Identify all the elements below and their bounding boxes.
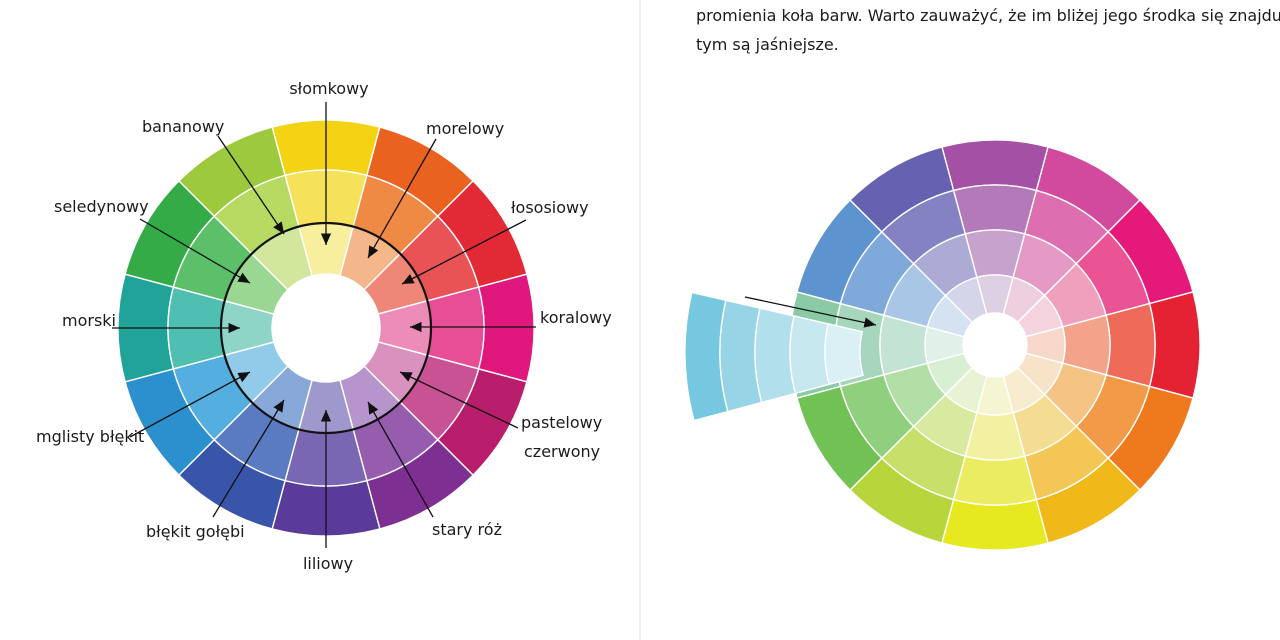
arrow-stary-roz — [367, 401, 434, 518]
label-czerwony: czerwony — [524, 442, 600, 461]
tint-segment-outer-6 — [941, 498, 1049, 551]
label-liliowy: liliowy — [303, 554, 353, 573]
arrow-pastelowy — [399, 371, 519, 429]
arrow-blekit-golebi — [212, 399, 285, 518]
tint-segment-outer-3 — [1148, 291, 1201, 399]
tint-wheel-segments — [789, 139, 1201, 551]
paragraph-line-1: promienia koła barw. Warto zauważyć, że … — [696, 6, 1280, 25]
paragraph-line-2: tym są jaśniejsze. — [696, 35, 839, 54]
wheel-center — [272, 274, 380, 382]
wheel-segment-middle-3 — [426, 286, 485, 370]
label-mglisty-blekit: mglisty błękit — [36, 427, 144, 446]
labeled-color-wheel: słomkowy morelowy łososiowy koralowy pas… — [36, 79, 612, 573]
pull-arrow — [744, 296, 877, 328]
label-slomkowy: słomkowy — [289, 79, 368, 98]
label-lososiowy: łososiowy — [511, 198, 589, 217]
label-pastelowy: pastelowy — [521, 413, 602, 432]
tint-segment-second-0 — [952, 184, 1038, 235]
tint-segment-second-6 — [952, 455, 1038, 506]
pulled-band-3 — [789, 315, 831, 395]
tint-wheel-center — [963, 313, 1027, 377]
label-blekit-golebi: błękit gołębi — [146, 522, 245, 541]
tint-color-wheel — [684, 139, 1201, 551]
leader-arrows — [112, 102, 536, 548]
label-stary-roz: stary róż — [432, 520, 502, 539]
color-wheel-segments — [117, 119, 535, 537]
label-morski: morski — [62, 311, 116, 330]
arrow-bananowy — [217, 135, 285, 235]
wheel-segment-outer-3 — [477, 273, 535, 383]
arrow-mglisty-blekit — [129, 371, 251, 438]
pulled-band-4 — [824, 323, 864, 386]
label-seledynowy: seledynowy — [54, 197, 149, 216]
tint-segment-second-3 — [1105, 302, 1156, 388]
label-koralowy: koralowy — [540, 308, 612, 327]
label-bananowy: bananowy — [142, 117, 224, 136]
arrow-seledynowy — [139, 218, 251, 284]
page-divider — [639, 0, 641, 640]
arrow-lososiowy — [401, 219, 527, 285]
arrow-morelowy — [367, 138, 437, 259]
label-morelowy: morelowy — [426, 119, 504, 138]
tint-segment-outer-0 — [941, 139, 1049, 192]
pulled-out-segment — [684, 291, 864, 422]
